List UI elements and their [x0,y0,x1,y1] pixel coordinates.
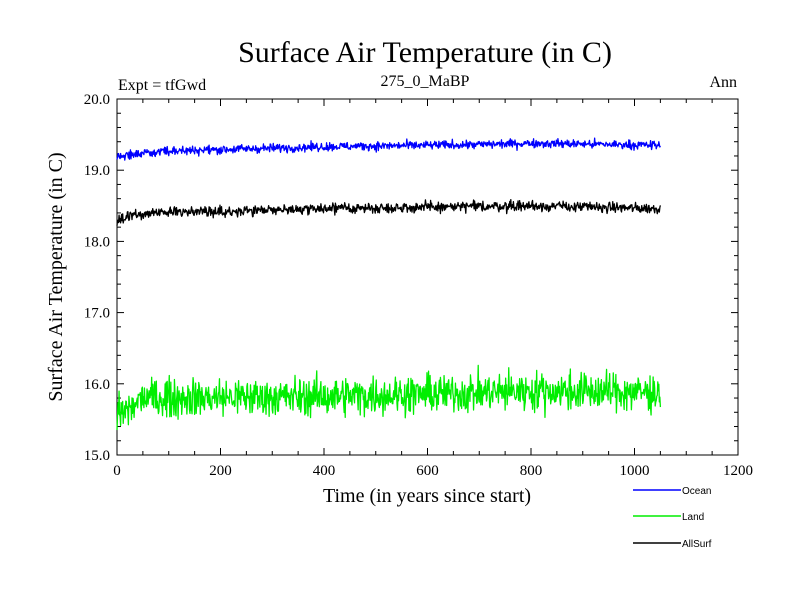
y-tick-label: 16.0 [84,377,110,393]
series-line-ocean [116,137,661,161]
season-label: Ann [709,74,737,91]
y-tick-label: 17.0 [84,306,110,322]
x-axis: 0 200 400 600 800 1000 1200 [113,99,753,479]
y-tick-label: 18.0 [84,234,110,250]
legend-label-allsurf: AllSurf [682,539,712,550]
legend-label-ocean: Ocean [682,486,711,497]
y-axis-label: Surface Air Temperature (in C) [45,152,67,401]
series-line-allsurf [116,198,662,226]
y-axis: 15.0 16.0 17.0 18.0 19.0 20.0 [84,92,738,464]
x-tick-label: 1000 [620,463,650,479]
y-tick-label: 20.0 [84,92,110,108]
experiment-label: Expt = tfGwd [118,77,206,94]
x-tick-label: 0 [113,463,121,479]
legend: Ocean Land AllSurf [633,486,712,550]
x-tick-label: 600 [416,463,439,479]
series-lines [116,137,662,431]
chart-subtitle: 275_0_MaBP [381,73,470,90]
x-tick-label: 200 [209,463,232,479]
series-line-land [116,364,662,431]
y-tick-label: 19.0 [84,163,110,179]
x-tick-label: 1200 [723,463,753,479]
chart-title: Surface Air Temperature (in C) [238,36,612,69]
x-axis-label: Time (in years since start) [323,485,531,507]
y-tick-label: 15.0 [84,448,110,464]
x-tick-label: 800 [520,463,543,479]
legend-label-land: Land [682,512,704,523]
x-tick-label: 400 [313,463,336,479]
